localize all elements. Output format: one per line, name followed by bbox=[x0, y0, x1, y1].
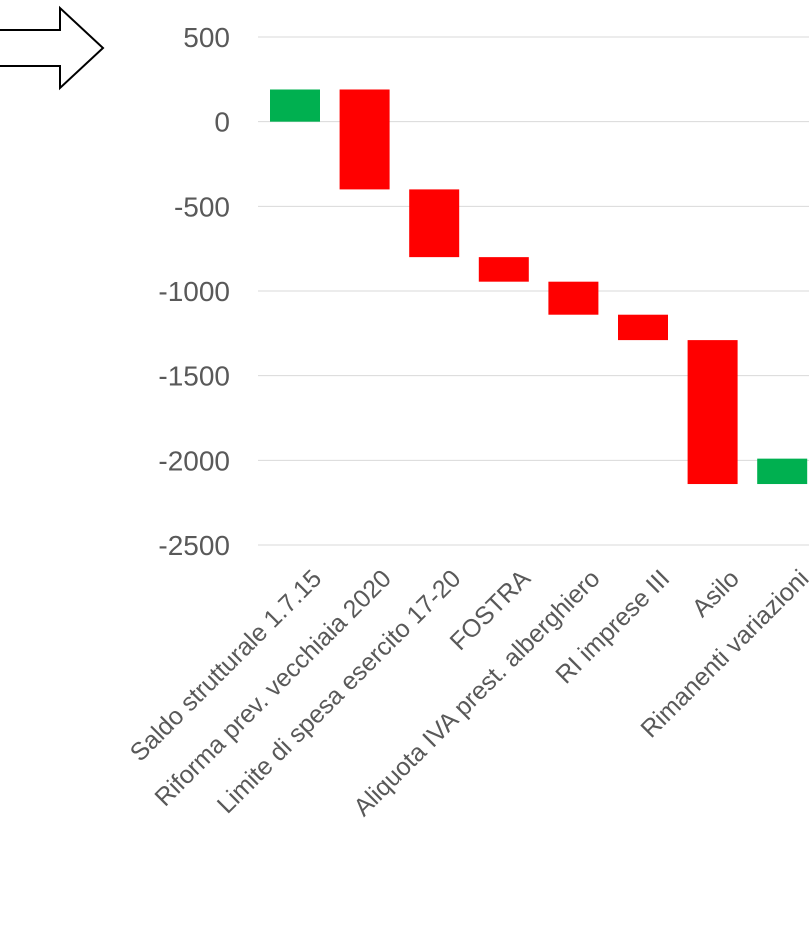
y-tick-label: -2000 bbox=[158, 445, 230, 476]
waterfall-bar bbox=[687, 340, 738, 485]
bars bbox=[270, 89, 808, 485]
waterfall-bar bbox=[409, 189, 460, 258]
waterfall-bar bbox=[548, 281, 599, 315]
right-arrow-icon bbox=[0, 5, 105, 91]
waterfall-bar bbox=[757, 458, 808, 485]
y-axis-tick-labels: 500 0 -500 -1000 -1500 -2000 -2500 bbox=[158, 22, 230, 561]
waterfall-bar bbox=[270, 89, 320, 122]
y-tick-label: -1500 bbox=[158, 361, 230, 392]
x-category-label: Asilo bbox=[687, 564, 745, 622]
y-tick-label: 500 bbox=[183, 22, 230, 53]
waterfall-bar bbox=[339, 89, 390, 190]
y-tick-label: -500 bbox=[174, 191, 230, 222]
y-tick-label: -1000 bbox=[158, 276, 230, 307]
waterfall-bar bbox=[618, 314, 668, 341]
y-tick-label: 0 bbox=[214, 107, 230, 138]
y-tick-label: -2500 bbox=[158, 530, 230, 561]
waterfall-bar bbox=[478, 257, 529, 282]
